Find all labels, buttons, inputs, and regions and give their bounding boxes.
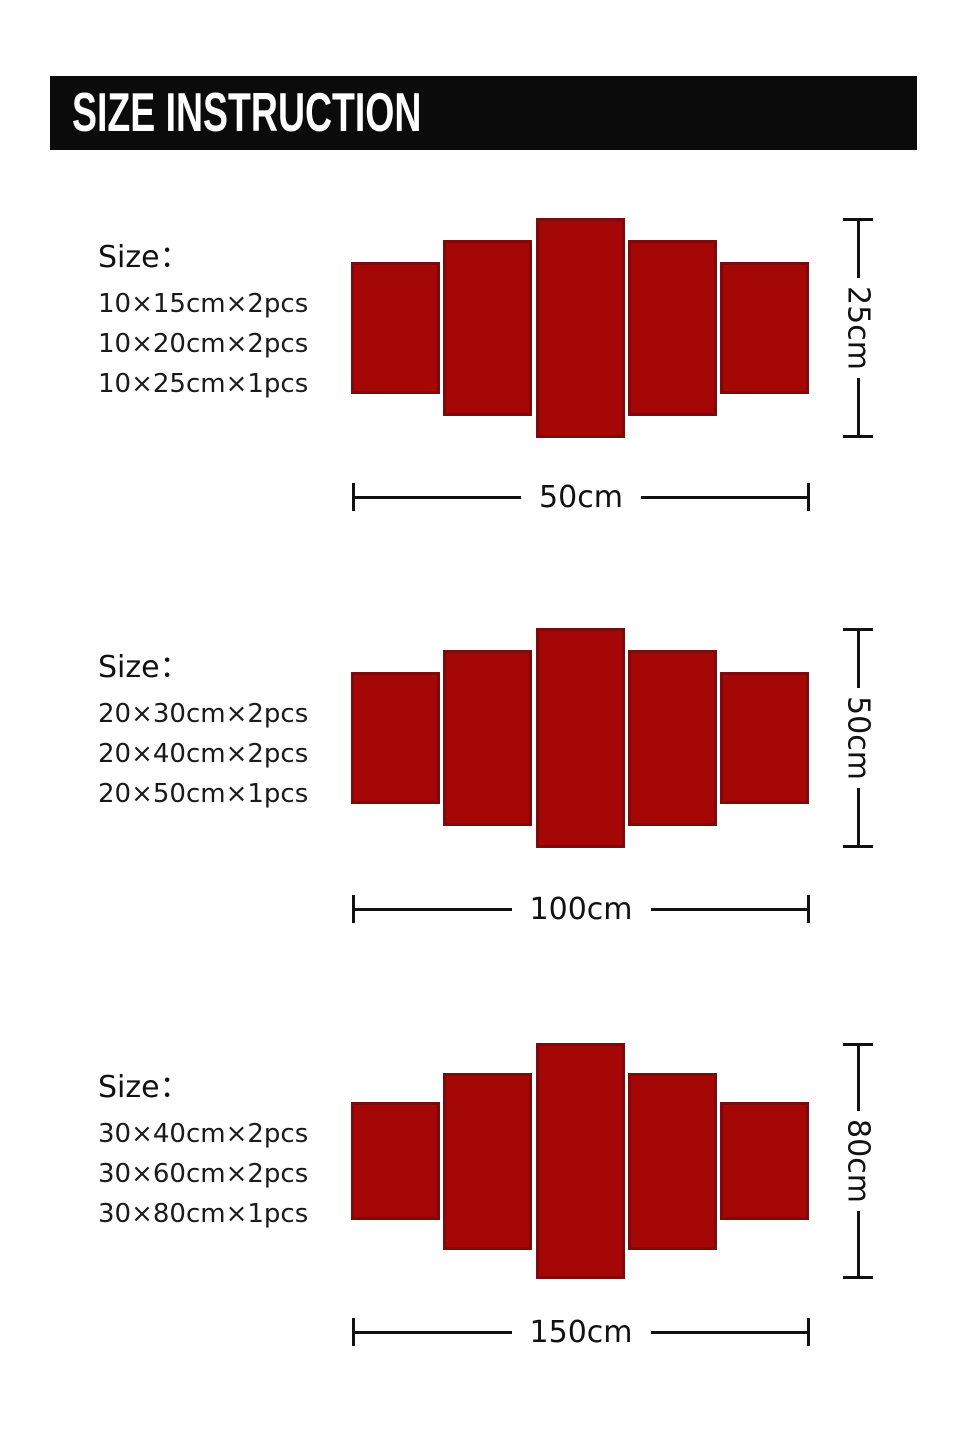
dimension-line: [355, 907, 512, 911]
size-label: Size：: [98, 650, 190, 685]
header-bar: SIZE INSTRUCTION: [50, 76, 917, 150]
canvas-panel-5: [720, 1102, 809, 1220]
page-title: SIZE INSTRUCTION: [72, 82, 422, 144]
canvas-panel-group: [351, 218, 809, 438]
size-item: 20×40cm×2pcs: [98, 739, 309, 769]
size-item: 30×60cm×2pcs: [98, 1159, 309, 1189]
size-text-block: Size： 10×15cm×2pcs 10×20cm×2pcs 10×25cm×…: [98, 240, 308, 404]
size-item: 10×20cm×2pcs: [98, 329, 309, 359]
canvas-panel-2: [443, 240, 533, 416]
dimension-line: [856, 221, 860, 278]
canvas-panel-4: [627, 240, 717, 416]
canvas-panel-3: [535, 628, 625, 848]
dimension-cap: [352, 483, 355, 511]
dimension-cap: [843, 628, 873, 631]
dimension-cap: [843, 845, 873, 848]
height-dimension: 50cm: [840, 628, 876, 848]
height-dimension: 25cm: [840, 218, 876, 438]
dimension-cap: [843, 1043, 873, 1046]
dimension-cap: [843, 218, 873, 221]
dimension-cap: [352, 895, 355, 923]
height-dimension-text: 80cm: [840, 1119, 876, 1203]
dimension-cap: [843, 435, 873, 438]
canvas-panel-5: [720, 672, 809, 804]
dimension-cap: [352, 1318, 355, 1346]
size-label: Size：: [98, 240, 190, 275]
dimension-line: [355, 1330, 512, 1334]
canvas-panel-1: [351, 672, 440, 804]
canvas-panel-5: [720, 262, 809, 394]
dimension-cap: [843, 1276, 873, 1279]
size-item: 30×80cm×1pcs: [98, 1199, 309, 1229]
dimension-line: [856, 1046, 860, 1111]
size-item: 20×50cm×1pcs: [98, 779, 309, 809]
size-item: 10×15cm×2pcs: [98, 289, 309, 319]
height-dimension-label: 80cm: [840, 1111, 876, 1211]
dimension-line: [856, 788, 860, 845]
width-dimension-label: 150cm: [529, 1314, 633, 1350]
dimension-line: [856, 1211, 860, 1276]
size-item: 10×25cm×1pcs: [98, 369, 309, 399]
dimension-cap: [807, 483, 810, 511]
canvas-panel-3: [535, 1043, 625, 1279]
dimension-line: [640, 495, 807, 499]
dimension-cap: [807, 1318, 811, 1346]
size-label: Size：: [98, 1070, 190, 1105]
dimension-line: [355, 495, 522, 499]
canvas-panel-1: [351, 1102, 440, 1220]
dimension-line: [856, 378, 860, 435]
canvas-panel-2: [443, 650, 533, 826]
dimension-line: [650, 907, 808, 911]
canvas-panel-4: [627, 1072, 717, 1250]
height-dimension-label: 25cm: [840, 278, 876, 378]
canvas-panel-group: [351, 1043, 809, 1279]
width-dimension: 50cm: [352, 480, 810, 515]
height-dimension-text: 50cm: [840, 696, 876, 780]
canvas-panel-group: [351, 628, 809, 848]
canvas-panel-4: [627, 650, 717, 826]
dimension-line: [856, 631, 860, 688]
width-dimension-label: 100cm: [529, 891, 633, 927]
width-dimension: 150cm: [352, 1315, 811, 1350]
height-dimension-text: 25cm: [840, 286, 876, 370]
height-dimension: 80cm: [840, 1043, 876, 1279]
width-dimension: 100cm: [352, 892, 811, 927]
size-item: 30×40cm×2pcs: [98, 1119, 309, 1149]
size-text-block: Size： 20×30cm×2pcs 20×40cm×2pcs 20×50cm×…: [98, 650, 308, 814]
size-item: 20×30cm×2pcs: [98, 699, 309, 729]
dimension-line: [650, 1330, 808, 1334]
canvas-panel-3: [535, 218, 625, 438]
dimension-cap: [807, 895, 811, 923]
size-text-block: Size： 30×40cm×2pcs 30×60cm×2pcs 30×80cm×…: [98, 1070, 308, 1234]
width-dimension-label: 50cm: [539, 479, 623, 515]
canvas-panel-1: [351, 262, 440, 394]
canvas-panel-2: [443, 1072, 533, 1250]
height-dimension-label: 50cm: [840, 688, 876, 788]
